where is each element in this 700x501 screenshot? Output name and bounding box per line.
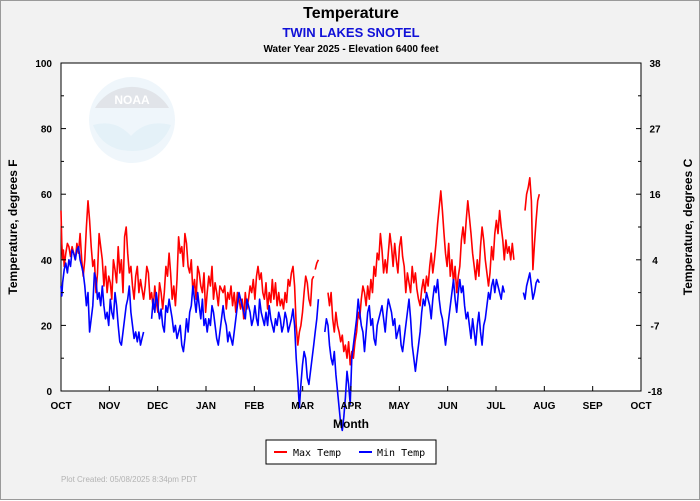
x-tick-label: JUN [438,401,458,412]
y-tick-label: 60 [41,190,53,201]
y-tick-label: 0 [46,387,52,398]
y-right-tick-label: 4 [652,256,658,267]
y-axis-title-right: Temperature, degrees C [681,158,695,295]
series-line-min-temp [60,245,145,346]
legend: Max Temp Min Temp [265,439,437,465]
y-tick-label: 100 [35,59,52,70]
x-axis: OCT NOV DEC JAN FEB MAR APR MAY JUN JUL AUG SEP OCT [50,386,652,412]
x-tick-label: APR [340,401,362,412]
series-line-min-temp [150,285,320,409]
legend-box [265,439,437,465]
series-line-min-temp [522,272,541,301]
chart-title: Temperature [303,5,399,22]
y-right-tick-label: 16 [649,190,661,201]
series-line-max-temp [314,259,320,270]
watermark-text: NOAA [114,93,150,107]
x-tick-label: JAN [196,401,216,412]
y-axis-title-left: Temperature, degrees F [6,159,20,294]
x-tick-label: OCT [630,401,651,412]
series-line-max-temp [524,177,541,271]
left-axis: 0 20 40 60 80 100 [35,59,66,398]
right-axis: -18 -7 4 16 27 38 [636,59,663,398]
y-right-tick-label: 38 [649,59,661,70]
y-right-tick-label: -18 [648,387,663,398]
legend-label-min-temp: Min Temp [377,448,425,459]
series-line-max-temp [327,190,515,366]
chart-subtitle: TWIN LAKES SNOTEL [282,25,419,40]
x-tick-label: SEP [583,401,603,412]
x-tick-label: DEC [147,401,168,412]
chart-subtitle-2: Water Year 2025 - Elevation 6400 feet [263,44,439,55]
series-line-max-temp [60,200,315,346]
x-tick-label: NOV [98,401,120,412]
y-right-tick-label: -7 [651,321,660,332]
series-line-min-temp [324,278,506,432]
x-axis-title: Month [333,417,369,431]
series-layer [60,177,541,432]
y-tick-label: 40 [41,256,53,267]
x-tick-label: JUL [487,401,506,412]
x-tick-label: AUG [533,401,555,412]
x-tick-label: OCT [50,401,71,412]
x-tick-label: MAR [291,401,315,412]
legend-label-max-temp: Max Temp [293,448,341,459]
y-tick-label: 20 [41,321,53,332]
noaa-watermark: NOAA [89,77,175,163]
plot-created-footer: Plot Created: 05/08/2025 8:34pm PDT [61,475,197,484]
y-tick-label: 80 [41,125,53,136]
x-tick-label: MAY [389,401,411,412]
y-right-tick-label: 27 [649,125,661,136]
x-tick-label: FEB [244,401,264,412]
